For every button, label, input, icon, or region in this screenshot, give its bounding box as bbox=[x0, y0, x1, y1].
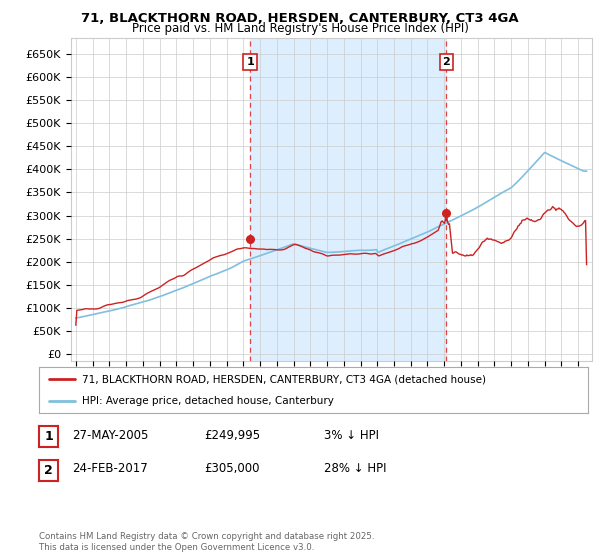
Text: Contains HM Land Registry data © Crown copyright and database right 2025.
This d: Contains HM Land Registry data © Crown c… bbox=[39, 532, 374, 552]
Text: 71, BLACKTHORN ROAD, HERSDEN, CANTERBURY, CT3 4GA: 71, BLACKTHORN ROAD, HERSDEN, CANTERBURY… bbox=[81, 12, 519, 25]
Text: 24-FEB-2017: 24-FEB-2017 bbox=[72, 462, 148, 475]
Bar bbox=[250, 38, 446, 361]
Text: £305,000: £305,000 bbox=[204, 462, 260, 475]
Text: Price paid vs. HM Land Registry's House Price Index (HPI): Price paid vs. HM Land Registry's House … bbox=[131, 22, 469, 35]
Text: 27-MAY-2005: 27-MAY-2005 bbox=[72, 428, 148, 442]
Text: 1: 1 bbox=[44, 430, 53, 444]
Text: 71, BLACKTHORN ROAD, HERSDEN, CANTERBURY, CT3 4GA (detached house): 71, BLACKTHORN ROAD, HERSDEN, CANTERBURY… bbox=[82, 374, 486, 384]
Text: 2: 2 bbox=[44, 464, 53, 477]
Text: 3% ↓ HPI: 3% ↓ HPI bbox=[324, 428, 379, 442]
Text: 1: 1 bbox=[246, 57, 254, 67]
Text: 2: 2 bbox=[442, 57, 450, 67]
Text: £249,995: £249,995 bbox=[204, 428, 260, 442]
Text: HPI: Average price, detached house, Canterbury: HPI: Average price, detached house, Cant… bbox=[82, 396, 334, 406]
Text: 28% ↓ HPI: 28% ↓ HPI bbox=[324, 462, 386, 475]
